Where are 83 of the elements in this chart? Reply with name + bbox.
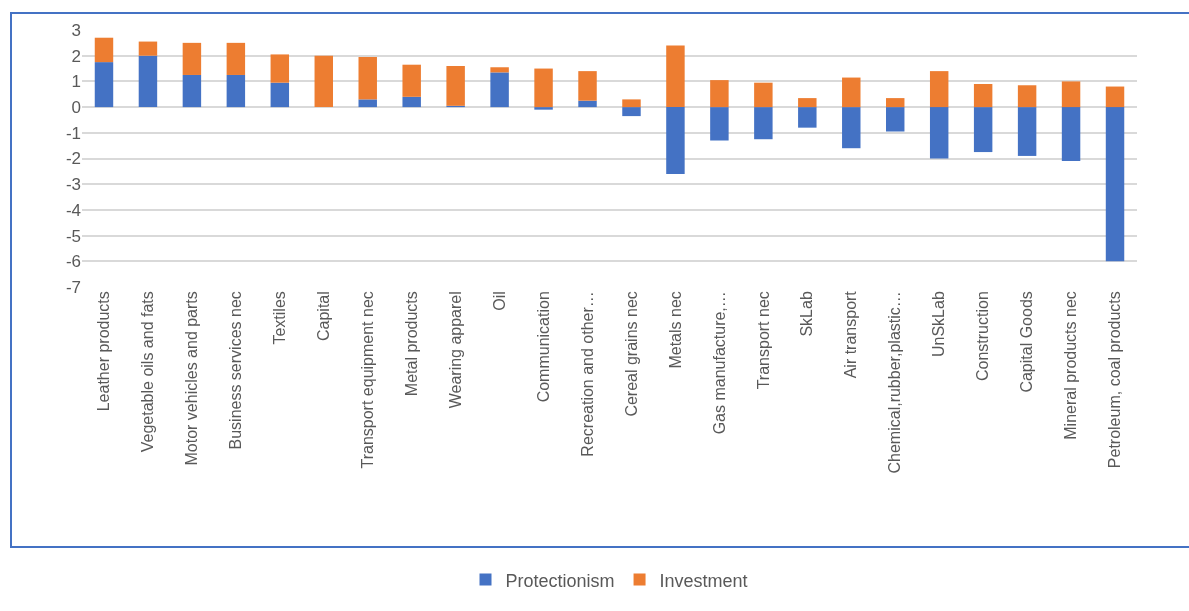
x-tick-label: Air transport xyxy=(842,290,860,379)
bar xyxy=(622,107,641,117)
x-tick-label: SkLab xyxy=(798,291,816,337)
bar xyxy=(138,55,158,108)
bar xyxy=(1061,81,1081,108)
y-tick-label: -6 xyxy=(65,252,81,272)
bar xyxy=(94,37,114,63)
y-tick-label: 1 xyxy=(71,72,81,92)
bar xyxy=(138,41,158,56)
y-tick-label: 3 xyxy=(71,20,81,40)
bar xyxy=(666,45,685,108)
x-tick-label: Vegetable oils and fats xyxy=(139,291,157,453)
bar xyxy=(710,107,729,141)
bar xyxy=(578,100,597,108)
y-tick-label: 2 xyxy=(71,46,81,66)
bar xyxy=(402,64,421,97)
y-tick-label: 0 xyxy=(71,98,81,118)
x-tick-label: Cereal grains nec xyxy=(622,291,640,417)
legend-label: Investment xyxy=(659,570,748,591)
bar xyxy=(710,80,729,108)
bar xyxy=(754,82,773,108)
bar xyxy=(929,71,949,108)
bar xyxy=(622,99,641,108)
x-tick-label: Oil xyxy=(490,291,508,311)
bar xyxy=(886,107,905,132)
bar xyxy=(226,42,246,75)
bar xyxy=(534,107,553,110)
bar xyxy=(842,107,861,149)
bar xyxy=(270,54,290,83)
bar xyxy=(358,99,377,108)
bar xyxy=(534,68,553,108)
x-tick-label: Chemical,rubber,plastic… xyxy=(886,291,904,474)
bar xyxy=(358,56,377,100)
y-tick-label: -2 xyxy=(65,149,81,169)
x-tick-label: Mineral products nec xyxy=(1062,291,1080,440)
bar xyxy=(1105,86,1125,108)
y-tick-label: -3 xyxy=(65,175,81,195)
x-tick-label: Construction xyxy=(974,291,992,382)
bar xyxy=(1105,107,1125,262)
bar xyxy=(578,71,597,101)
bar xyxy=(1017,107,1037,156)
x-tick-label: Transport equipment nec xyxy=(358,291,376,469)
bar xyxy=(1061,107,1081,162)
x-tick-label: Capital Goods xyxy=(1018,291,1036,393)
bar xyxy=(929,107,949,159)
bar xyxy=(270,82,290,108)
bar xyxy=(1017,85,1037,108)
x-tick-label: Recreation and other… xyxy=(578,291,596,457)
x-tick-label: Transport nec xyxy=(754,291,772,390)
bar xyxy=(666,107,685,174)
bar xyxy=(754,107,773,140)
legend-label: Protectionism xyxy=(505,570,615,591)
x-tick-label: Metal products xyxy=(402,291,420,397)
bar xyxy=(446,65,465,106)
bar xyxy=(973,83,993,108)
x-tick-label: Textiles xyxy=(271,291,289,345)
bar xyxy=(490,67,509,73)
x-tick-label: Motor vehicles and parts xyxy=(183,291,201,466)
bar xyxy=(842,77,861,108)
bar xyxy=(402,96,421,108)
y-tick-label: -1 xyxy=(65,123,81,143)
x-tick-label: Metals nec xyxy=(666,291,684,369)
bar xyxy=(94,62,114,108)
bar xyxy=(798,98,817,108)
y-tick-label: -7 xyxy=(65,277,81,297)
x-tick-label: Gas manufacture,… xyxy=(710,291,728,435)
bar xyxy=(182,74,202,108)
x-tick-label: Communication xyxy=(534,291,552,403)
bar xyxy=(182,42,202,75)
bar xyxy=(886,98,905,108)
x-tick-label: Business services nec xyxy=(227,291,245,450)
x-tick-label: Capital xyxy=(314,291,332,342)
bar xyxy=(226,74,246,108)
bar xyxy=(314,55,333,108)
x-tick-label: Wearing apparel xyxy=(446,291,464,409)
y-tick-label: -4 xyxy=(65,200,81,220)
bar xyxy=(490,72,509,108)
y-tick-label: -5 xyxy=(65,226,81,246)
x-tick-label: Petroleum, coal products xyxy=(1106,291,1124,469)
x-tick-label: Leather products xyxy=(95,291,113,412)
x-tick-label: UnSkLab xyxy=(930,291,948,358)
bar xyxy=(798,107,817,128)
bar xyxy=(973,107,993,153)
